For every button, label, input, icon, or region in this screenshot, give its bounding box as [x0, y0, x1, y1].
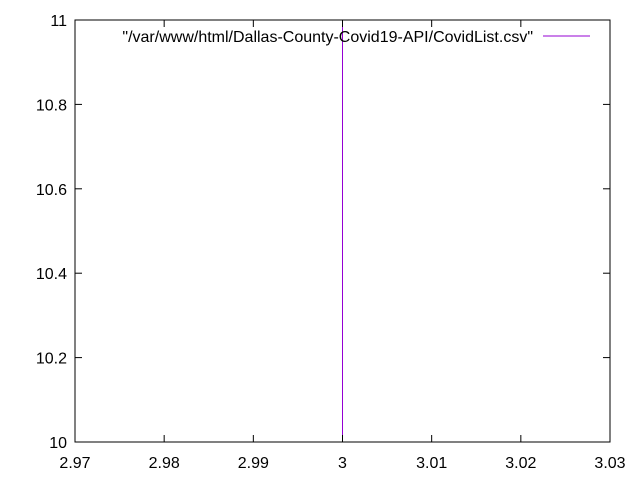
- legend: "/var/www/html/Dallas-County-Covid19-API…: [122, 29, 590, 46]
- ticks-layer: [74, 19, 611, 443]
- y-tick-label: 10: [49, 435, 67, 452]
- labels-layer: 2.97 2.98 2.99 3 3.01 3.02 3.03 10 10.2 10.4 10.6 1…: [36, 13, 626, 472]
- x-tick-label: 3.02: [505, 455, 536, 472]
- x-tick-label: 2.98: [149, 455, 180, 472]
- y-tick-label: 10.8: [36, 97, 67, 114]
- x-tick-label: 2.99: [238, 455, 269, 472]
- legend-label: "/var/www/html/Dallas-County-Covid19-API…: [122, 29, 533, 46]
- x-tick-label: 3: [338, 455, 347, 472]
- x-tick-label: 3.01: [416, 455, 447, 472]
- y-tick-label: 11: [50, 13, 67, 30]
- y-tick-label: 10.6: [36, 182, 67, 199]
- y-tick-label: 10.4: [36, 266, 67, 283]
- x-tick-label: 2.97: [59, 455, 90, 472]
- x-tick-label: 3.03: [594, 455, 625, 472]
- y-tick-label: 10.2: [36, 351, 67, 368]
